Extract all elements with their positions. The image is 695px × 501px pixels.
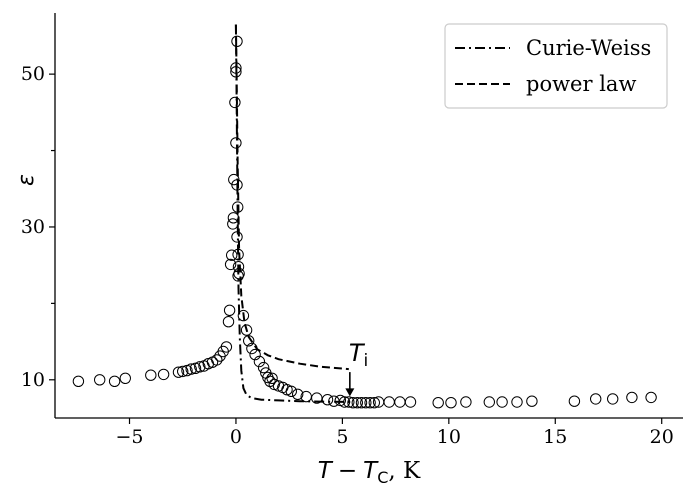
- data-point: [253, 355, 266, 368]
- x-label-subvar: T: [363, 458, 379, 484]
- series-line-1: [234, 24, 351, 403]
- legend: Curie-Weiss power law: [444, 23, 668, 109]
- legend-label-1: Curie-Weiss: [526, 36, 651, 60]
- data-point: [185, 363, 197, 375]
- series-layer: [72, 24, 657, 409]
- data-point: [368, 397, 380, 409]
- data-point: [246, 342, 258, 355]
- data-point: [526, 395, 538, 407]
- data-point: [243, 335, 255, 347]
- data-point: [232, 201, 244, 213]
- annotation-var: T: [349, 339, 366, 367]
- x-label-var: T: [318, 458, 334, 484]
- data-point: [266, 372, 278, 384]
- data-point: [226, 249, 238, 261]
- y-tick-label: 10: [21, 369, 45, 391]
- data-point: [230, 66, 242, 78]
- data-point: [496, 396, 508, 408]
- annotation-layer: Ti: [345, 339, 368, 397]
- y-tick-label: 50: [21, 63, 45, 85]
- data-point: [227, 212, 240, 224]
- data-point: [360, 397, 372, 409]
- data-point: [194, 361, 206, 373]
- data-point: [257, 361, 270, 374]
- x-tick-label: 0: [230, 426, 242, 448]
- data-point: [483, 396, 495, 408]
- x-tick-label: 10: [437, 426, 461, 448]
- data-point: [351, 397, 363, 409]
- data-point: [432, 397, 444, 409]
- annotation-arrow-head: [345, 388, 355, 397]
- annotation-sub: i: [364, 351, 369, 371]
- data-point: [223, 304, 236, 316]
- annotation-label: Ti: [349, 339, 368, 371]
- data-point: [227, 218, 239, 230]
- data-point: [240, 324, 253, 336]
- data-point: [404, 396, 417, 408]
- data-point: [119, 372, 132, 384]
- data-point: [224, 258, 237, 271]
- data-point: [511, 396, 523, 408]
- data-point: [321, 394, 334, 406]
- data-point: [231, 179, 243, 191]
- x-axis-label: T − TC, K: [318, 458, 421, 487]
- data-point: [231, 35, 243, 47]
- data-point: [607, 393, 619, 405]
- data-point: [645, 391, 657, 404]
- data-point: [232, 248, 244, 261]
- series-line-2: [234, 24, 349, 371]
- legend-label-2: power law: [526, 72, 636, 96]
- data-point: [338, 396, 351, 408]
- data-point: [229, 96, 241, 109]
- x-tick-label: −5: [116, 426, 144, 448]
- x-label-unit: , K: [388, 458, 421, 484]
- data-point: [445, 397, 457, 409]
- data-point: [220, 341, 233, 353]
- x-label-sub: C: [377, 468, 388, 487]
- data-point: [211, 354, 223, 366]
- data-point: [249, 348, 261, 361]
- data-point: [232, 261, 245, 273]
- data-point: [285, 385, 297, 397]
- data-point: [364, 397, 376, 409]
- x-tick-label: 20: [650, 426, 674, 448]
- y-tick-label: 30: [21, 216, 45, 238]
- data-point: [94, 374, 106, 386]
- data-point: [172, 366, 185, 378]
- data-point: [230, 62, 242, 74]
- data-point: [177, 365, 189, 378]
- data-point: [355, 397, 368, 409]
- data-point: [230, 137, 242, 149]
- data-point: [231, 231, 243, 243]
- data-point: [222, 316, 235, 328]
- data-point: [311, 392, 323, 404]
- data-point: [460, 396, 472, 408]
- data-point: [108, 375, 121, 387]
- data-point: [292, 388, 304, 400]
- data-point: [145, 369, 157, 381]
- data-point: [383, 396, 395, 408]
- x-tick-label: 15: [543, 426, 567, 448]
- data-point: [626, 391, 638, 404]
- y-axis-label: ε: [14, 174, 39, 186]
- data-point: [343, 396, 355, 408]
- data-point: [72, 375, 85, 387]
- x-tick-label: 5: [336, 426, 348, 448]
- data-point: [232, 270, 244, 282]
- data-point: [237, 309, 250, 322]
- data-point: [157, 368, 170, 381]
- x-label-minus: −: [338, 458, 357, 484]
- data-point: [394, 396, 406, 408]
- data-point: [347, 397, 359, 409]
- data-point: [590, 393, 602, 405]
- data-point: [568, 395, 581, 407]
- legend-box: [444, 23, 668, 109]
